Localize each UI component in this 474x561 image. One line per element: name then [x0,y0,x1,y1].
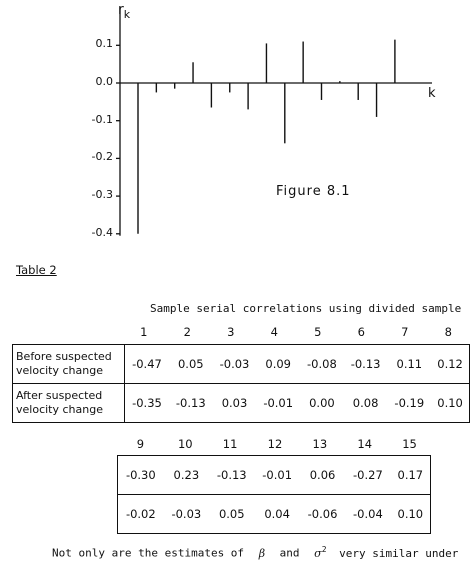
y-tick-label: 0.1 [95,37,114,51]
cell-before-lag-15: 0.17 [397,468,424,482]
lag-header-9: 9 [136,437,145,451]
cell-before-lag-9: -0.30 [125,468,156,482]
bars [137,39,396,234]
table-subtitle: Sample serial correlations using divided… [150,302,462,315]
body-text-part1: Not only are the estimates of [52,546,245,560]
row-label-line2: velocity change [16,364,103,377]
cell-after-lag-5: 0.00 [309,396,335,410]
body-text-line: Not only are the estimates of β and σ2 v… [52,545,458,560]
row-label-line1: After suspected [16,389,103,402]
body-text-and: and [279,546,300,560]
cell-before-lag-5: -0.08 [307,357,337,371]
y-tick-label: 0.0 [95,75,114,88]
cell-before-lag-2: 0.05 [177,357,204,371]
y-axis-label-r: r [118,2,124,18]
table-caption: Table 2 [16,263,57,277]
cell-after-lag-6: 0.08 [352,396,379,410]
lag-header-4: 4 [270,325,278,339]
y-tick-label: -0.2 [91,150,113,164]
cell-after-lag-2: -0.13 [175,396,206,410]
cell-after-lag-1: -0.35 [132,396,162,410]
y-axis-label: rk [118,2,131,21]
y-tick-label: -0.1 [91,112,113,126]
lag-header-6: 6 [357,325,365,339]
cell-after-lag-4: -0.01 [263,396,294,410]
cell-before-lag-13: 0.06 [309,468,336,482]
cell-before-lag-11: -0.13 [216,468,247,482]
cell-after-lag-11: 0.05 [218,507,245,521]
cell-before-lag-4: 0.09 [265,357,291,371]
cell-before-lag-6: -0.13 [350,357,381,371]
table-row: -0.30 0.23 -0.13 -0.01 0.06 -0.27 0.17 [117,456,431,495]
beta-symbol: β [258,546,266,560]
lag-header-15: 15 [402,437,417,451]
table-row: Before suspected velocity change -0.47 0… [12,344,470,384]
body-text-part2: very similar under [339,546,459,560]
y-axis-label-subscript: k [123,8,131,21]
cell-before-lag-14: -0.27 [353,468,383,482]
row-label-before: Before suspected velocity change [12,344,125,384]
lag-header-8: 8 [444,325,452,339]
sigma-superscript: 2 [321,545,327,554]
sigma-symbol: σ [314,546,322,560]
cell-before-lag-8: 0.12 [437,357,463,371]
x-axis-label: k [428,86,436,101]
table-part-b: -0.30 0.23 -0.13 -0.01 0.06 -0.27 0.17 -… [117,455,431,534]
y-tick-label: -0.4 [91,225,113,239]
y-tick-label: -0.3 [91,188,113,202]
cell-after-lag-12: 0.04 [264,507,290,521]
row-label-after: After suspected velocity change [12,383,125,423]
cell-after-lag-3: 0.03 [221,396,248,410]
cell-before-lag-12: -0.01 [262,468,293,482]
figure-8-1-chart [116,7,432,236]
row-label-line1: Before suspected [16,350,112,363]
cell-after-lag-14: -0.04 [353,507,383,521]
lag-header-12: 12 [267,437,283,451]
lag-header-10: 10 [177,437,193,451]
table-part-a: Before suspected velocity change -0.47 0… [12,344,470,423]
lag-header-3: 3 [227,325,235,339]
cell-after-lag-7: -0.19 [394,396,425,410]
cell-before-lag-3: -0.03 [219,357,250,371]
lag-header-7: 7 [401,325,409,339]
lag-header-13: 13 [312,437,328,451]
cell-before-lag-1: -0.47 [132,357,162,371]
lag-header-5: 5 [314,325,322,339]
y-axis [116,7,432,236]
lag-header-1: 1 [140,325,148,339]
table-row: -0.02 -0.03 0.05 0.04 -0.06 -0.04 0.10 [118,495,431,534]
cell-after-lag-8: 0.10 [437,396,463,410]
cell-before-lag-10: 0.23 [173,468,200,482]
lag-header-11: 11 [222,437,238,451]
cell-after-lag-9: -0.02 [125,507,156,521]
cell-after-lag-10: -0.03 [171,507,202,521]
lag-header-14: 14 [357,437,373,451]
cell-after-lag-15: 0.10 [397,507,424,521]
lag-header-2: 2 [183,325,191,339]
table-row: After suspected velocity change -0.35 -0… [12,383,470,423]
row-label-line2: velocity change [16,403,103,416]
cell-before-lag-7: 0.11 [396,357,423,371]
figure-caption: Figure 8.1 [276,184,351,199]
cell-after-lag-13: -0.06 [307,507,338,521]
